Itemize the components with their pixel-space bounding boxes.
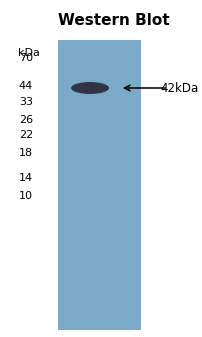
Text: 70: 70 xyxy=(19,53,33,63)
Bar xyxy=(58,40,140,330)
Text: 33: 33 xyxy=(19,97,33,107)
Ellipse shape xyxy=(71,82,108,94)
Text: 10: 10 xyxy=(19,191,33,201)
Text: 14: 14 xyxy=(19,173,33,183)
Text: kDa: kDa xyxy=(18,48,40,58)
Text: 44: 44 xyxy=(19,81,33,91)
Text: 18: 18 xyxy=(19,148,33,158)
Text: Western Blot: Western Blot xyxy=(58,13,169,28)
Text: 42kDa: 42kDa xyxy=(160,82,198,94)
Text: 26: 26 xyxy=(19,115,33,125)
Text: 22: 22 xyxy=(19,130,33,140)
